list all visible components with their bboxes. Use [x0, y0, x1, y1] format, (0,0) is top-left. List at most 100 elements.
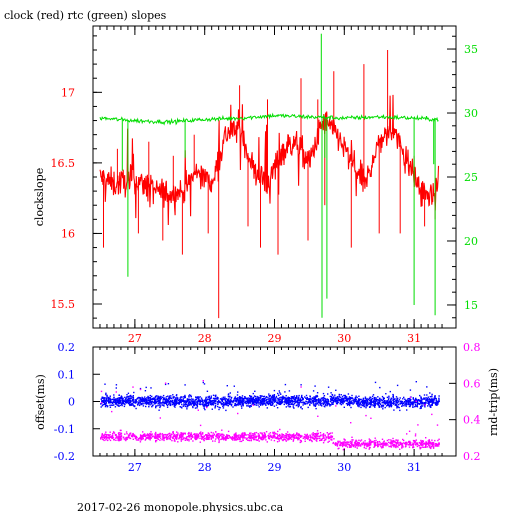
offset-point: [430, 400, 433, 402]
offset-point: [320, 403, 322, 406]
rndtrip-point: [189, 435, 191, 437]
offset-point: [234, 396, 237, 398]
offset-point: [280, 393, 282, 395]
rndtrip-point: [199, 437, 201, 439]
rndtrip-point: [327, 441, 329, 443]
offset-point: [298, 402, 300, 405]
rndtrip-point: [334, 444, 337, 446]
rndtrip-point: [197, 409, 199, 411]
offset-point: [298, 394, 300, 397]
offset-point: [181, 400, 184, 402]
rndtrip-point: [169, 437, 171, 439]
offset-point: [297, 400, 299, 402]
offset-point: [286, 401, 289, 403]
offset-point: [116, 400, 118, 402]
offset-point: [159, 404, 161, 407]
offset-point: [278, 400, 281, 403]
offset-point: [374, 381, 377, 384]
offset-point: [122, 400, 124, 403]
offset-point: [370, 403, 372, 405]
offset-point: [230, 399, 232, 401]
rndtrip-point: [282, 434, 285, 436]
rndtrip-point: [346, 441, 348, 443]
offset-point: [129, 401, 132, 403]
offset-point: [417, 400, 419, 402]
offset-point: [267, 403, 270, 406]
rndtrip-point: [218, 440, 220, 442]
rndtrip-point: [403, 442, 405, 444]
rndtrip-point: [163, 439, 165, 442]
offset-point: [126, 402, 128, 404]
rndtrip-point: [335, 442, 337, 444]
rndtrip-point: [424, 442, 426, 444]
offset-point: [389, 401, 391, 404]
offset-point: [269, 403, 272, 405]
rndtrip-point: [342, 443, 344, 445]
rndtrip-point: [410, 442, 412, 444]
offset-point: [305, 394, 308, 397]
rndtrip-point: [282, 439, 284, 442]
rndtrip-point: [194, 433, 196, 435]
offset-point: [412, 404, 414, 406]
offset-point: [161, 396, 163, 398]
offset-point: [221, 397, 223, 399]
offset-point: [293, 395, 296, 397]
offset-point: [241, 404, 243, 406]
offset-point: [280, 397, 282, 399]
offset-point: [183, 396, 185, 398]
offset-point: [272, 401, 274, 403]
offset-point: [151, 406, 153, 408]
rndtrip-point: [416, 445, 419, 448]
rndtrip-point: [306, 435, 308, 438]
rndtrip-point: [304, 438, 306, 440]
offset-point: [331, 396, 333, 399]
offset-point: [157, 404, 159, 407]
offset-point: [438, 397, 440, 399]
rndtrip-point: [308, 439, 311, 442]
offset-point: [104, 400, 106, 403]
offset-point: [246, 400, 249, 402]
rndtrip-point: [212, 432, 214, 434]
offset-point: [270, 401, 273, 404]
offset-point: [300, 384, 302, 386]
rndtrip-point: [176, 437, 178, 439]
rndtrip-point: [415, 400, 417, 402]
offset-point: [298, 399, 300, 402]
rndtrip-point: [114, 434, 117, 436]
offset-point: [159, 396, 161, 399]
offset-point: [221, 399, 223, 402]
rndtrip-point: [428, 442, 430, 444]
rndtrip-point: [256, 435, 258, 437]
offset-point: [155, 399, 157, 401]
offset-point: [267, 397, 269, 399]
rndtrip-point: [139, 388, 142, 391]
offset-point: [188, 404, 190, 406]
rndtrip-point: [144, 434, 146, 436]
offset-point: [290, 396, 293, 398]
offset-point: [227, 393, 230, 395]
offset-point: [419, 394, 421, 397]
rndtrip-point: [311, 433, 313, 435]
offset-point: [126, 396, 128, 398]
offset-point: [172, 403, 175, 405]
offset-point: [348, 401, 351, 403]
offset-point: [438, 400, 440, 402]
rndtrip-point: [272, 435, 275, 438]
offset-point: [421, 398, 423, 400]
rndtrip-point: [368, 438, 370, 440]
offset-point: [206, 390, 209, 392]
offset-point: [218, 406, 220, 409]
offset-point: [290, 400, 293, 402]
bottom-data-layer: [100, 380, 440, 451]
offset-point: [220, 398, 222, 401]
offset-point: [378, 405, 380, 408]
rndtrip-point: [254, 437, 257, 439]
offset-point: [195, 396, 197, 399]
offset-point: [279, 399, 281, 401]
rndtrip-point: [168, 438, 170, 440]
offset-point: [334, 399, 336, 401]
offset-point: [368, 397, 371, 400]
offset-point: [276, 407, 279, 409]
rndtrip-point: [111, 410, 113, 413]
rndtrip-point: [353, 442, 356, 444]
